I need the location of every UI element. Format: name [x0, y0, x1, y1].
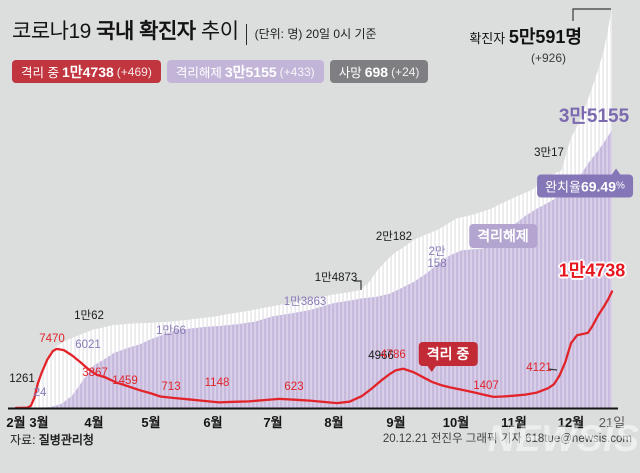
source-value: 질병관리청 [38, 433, 94, 447]
legend-badge-released: 격리해제 3만5155 (+433) [166, 60, 324, 83]
label-tick-14873 [354, 280, 362, 290]
legend-delta: (+433) [279, 64, 315, 79]
confirmed-bracket [572, 8, 611, 21]
credit-line: 20.12.21 전진우 그래픽 기자 618tue@newsis.com [382, 433, 632, 445]
legend-badge-active: 격리 중 1만4738 (+469) [12, 60, 161, 83]
legend-label: 격리 중 [21, 66, 59, 80]
legend-label: 사망 [338, 66, 362, 80]
source-label: 자료: [10, 433, 39, 447]
header: 코로나19 국내 확진자 추이 (단위: 명) 20일 0시 기준 [12, 15, 377, 45]
confirmed-delta: (+926) [530, 51, 566, 65]
legend-label: 격리해제 [175, 66, 222, 80]
legend: 격리 중 1만4738 (+469) 격리해제 3만5155 (+433) 사망… [12, 60, 429, 83]
confirmed-value: 5만591명 [508, 27, 582, 47]
confirmed-total-callout: 확진자 5만591명 (+926) [469, 23, 582, 65]
title-suffix: 추이 [195, 20, 239, 43]
title-prefix: 코로나19 [12, 20, 97, 43]
title-divider [245, 24, 247, 45]
active-cases-line [14, 290, 614, 410]
confirmed-label: 확진자 [469, 31, 509, 46]
legend-badge-deaths: 사망 698 (+24) [329, 60, 429, 83]
released-area [16, 130, 612, 408]
source-note: 자료: 질병관리청 [10, 431, 94, 448]
unit-note: (단위: 명) 20일 0시 기준 [254, 27, 377, 41]
label-dash-4121 [547, 368, 558, 371]
legend-delta: (+469) [116, 64, 152, 79]
legend-delta: (+24) [391, 64, 420, 79]
title-bold: 국내 확진자 [96, 20, 196, 43]
legend-value: 3만5155 [224, 63, 277, 80]
page-title: 코로나19 국내 확진자 추이 [12, 15, 239, 45]
legend-value: 698 [364, 63, 389, 80]
legend-value: 1만4738 [61, 63, 114, 80]
